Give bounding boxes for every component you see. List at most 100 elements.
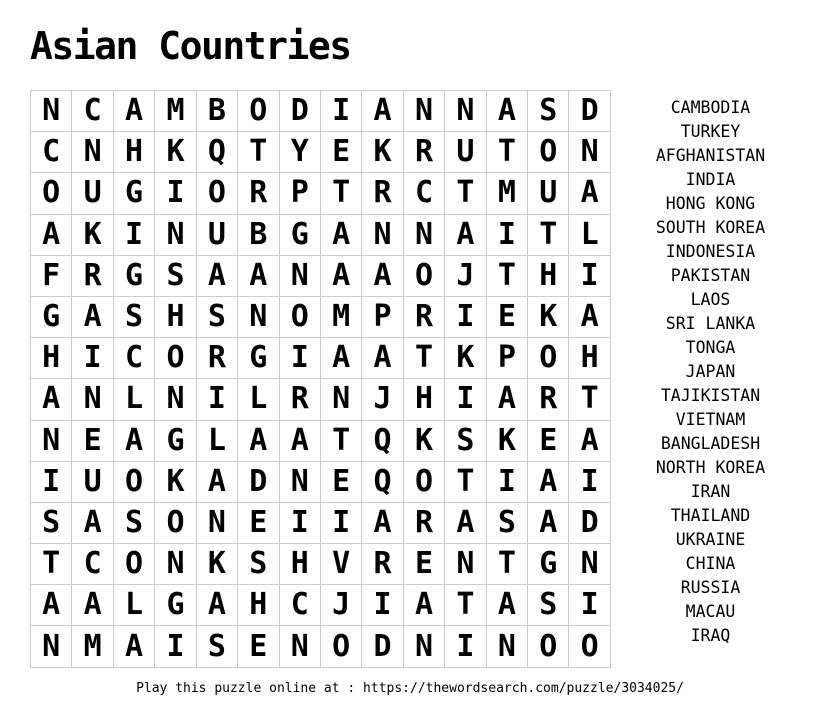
grid-cell[interactable]: R	[362, 544, 404, 586]
grid-cell[interactable]: N	[31, 420, 73, 462]
grid-cell[interactable]: S	[113, 296, 156, 339]
grid-cell[interactable]: C	[31, 132, 73, 174]
grid-cell[interactable]: A	[362, 255, 404, 297]
grid-cell[interactable]: H	[528, 255, 570, 297]
grid-cell[interactable]: D	[569, 91, 611, 133]
grid-cell[interactable]: A	[31, 214, 73, 256]
grid-cell[interactable]: E	[72, 420, 114, 462]
grid-cell[interactable]: T	[320, 173, 363, 215]
grid-cell[interactable]: J	[320, 585, 363, 627]
grid-cell[interactable]: S	[113, 502, 156, 545]
grid-cell[interactable]: P	[279, 173, 321, 215]
grid-cell[interactable]: N	[486, 626, 529, 668]
grid-cell[interactable]: N	[403, 91, 446, 133]
grid-cell[interactable]: P	[486, 338, 529, 380]
grid-cell[interactable]: I	[445, 379, 487, 421]
grid-cell[interactable]: T	[320, 420, 363, 462]
grid-cell[interactable]: I	[113, 214, 156, 256]
grid-cell[interactable]: T	[31, 544, 73, 586]
grid-cell[interactable]: S	[155, 255, 197, 297]
grid-cell[interactable]: G	[238, 338, 280, 380]
grid-cell[interactable]: E	[528, 420, 570, 462]
grid-cell[interactable]: N	[320, 379, 363, 421]
grid-cell[interactable]: V	[320, 544, 363, 586]
grid-cell[interactable]: M	[72, 626, 114, 668]
grid-cell[interactable]: I	[486, 214, 529, 256]
grid-cell[interactable]: A	[362, 338, 404, 380]
grid-cell[interactable]: E	[320, 461, 363, 503]
grid-cell[interactable]: T	[486, 132, 529, 174]
grid-cell[interactable]: I	[445, 626, 487, 668]
grid-cell[interactable]: A	[569, 420, 611, 462]
grid-cell[interactable]: N	[403, 626, 446, 668]
grid-cell[interactable]: T	[569, 379, 611, 421]
grid-cell[interactable]: R	[403, 502, 446, 545]
grid-cell[interactable]: C	[72, 91, 114, 133]
grid-cell[interactable]: Y	[279, 132, 321, 174]
grid-cell[interactable]: I	[279, 338, 321, 380]
grid-cell[interactable]: B	[238, 214, 280, 256]
grid-cell[interactable]: I	[320, 91, 363, 133]
grid-cell[interactable]: O	[569, 626, 611, 668]
grid-cell[interactable]: O	[238, 91, 280, 133]
grid-cell[interactable]: R	[362, 173, 404, 215]
grid-cell[interactable]: A	[403, 585, 446, 627]
grid-cell[interactable]: E	[238, 626, 280, 668]
grid-cell[interactable]: L	[113, 585, 156, 627]
grid-cell[interactable]: E	[320, 132, 363, 174]
grid-cell[interactable]: A	[238, 420, 280, 462]
grid-cell[interactable]: A	[196, 255, 239, 297]
grid-cell[interactable]: T	[486, 255, 529, 297]
grid-cell[interactable]: N	[569, 544, 611, 586]
grid-cell[interactable]: F	[31, 255, 73, 297]
grid-cell[interactable]: A	[486, 91, 529, 133]
grid-cell[interactable]: E	[238, 502, 280, 545]
grid-cell[interactable]: H	[403, 379, 446, 421]
grid-cell[interactable]: K	[528, 296, 570, 339]
grid-cell[interactable]: A	[72, 296, 114, 339]
grid-cell[interactable]: E	[403, 544, 446, 586]
grid-cell[interactable]: G	[279, 214, 321, 256]
grid-cell[interactable]: I	[155, 173, 197, 215]
grid-cell[interactable]: H	[31, 338, 73, 380]
grid-cell[interactable]: P	[362, 296, 404, 339]
grid-cell[interactable]: U	[445, 132, 487, 174]
grid-cell[interactable]: C	[72, 544, 114, 586]
grid-cell[interactable]: A	[31, 585, 73, 627]
grid-cell[interactable]: A	[362, 91, 404, 133]
grid-cell[interactable]: A	[486, 585, 529, 627]
grid-cell[interactable]: T	[445, 585, 487, 627]
grid-cell[interactable]: H	[279, 544, 321, 586]
grid-cell[interactable]: C	[403, 173, 446, 215]
grid-cell[interactable]: R	[403, 296, 446, 339]
grid-cell[interactable]: A	[362, 502, 404, 545]
grid-cell[interactable]: U	[528, 173, 570, 215]
grid-cell[interactable]: A	[196, 461, 239, 503]
grid-cell[interactable]: D	[279, 91, 321, 133]
grid-cell[interactable]: L	[196, 420, 239, 462]
grid-cell[interactable]: O	[403, 255, 446, 297]
grid-cell[interactable]: N	[31, 91, 73, 133]
grid-cell[interactable]: Q	[362, 461, 404, 503]
grid-cell[interactable]: A	[113, 91, 156, 133]
grid-cell[interactable]: A	[320, 214, 363, 256]
grid-cell[interactable]: A	[72, 585, 114, 627]
grid-cell[interactable]: O	[403, 461, 446, 503]
grid-cell[interactable]: I	[31, 461, 73, 503]
grid-cell[interactable]: K	[72, 214, 114, 256]
grid-cell[interactable]: G	[528, 544, 570, 586]
grid-cell[interactable]: K	[155, 461, 197, 503]
grid-cell[interactable]: I	[72, 338, 114, 380]
grid-cell[interactable]: A	[486, 379, 529, 421]
grid-cell[interactable]: N	[155, 544, 197, 586]
grid-cell[interactable]: T	[403, 338, 446, 380]
grid-cell[interactable]: G	[113, 173, 156, 215]
grid-cell[interactable]: N	[403, 214, 446, 256]
grid-cell[interactable]: G	[155, 585, 197, 627]
grid-cell[interactable]: A	[113, 420, 156, 462]
grid-cell[interactable]: M	[486, 173, 529, 215]
grid-cell[interactable]: I	[320, 502, 363, 545]
grid-cell[interactable]: A	[320, 255, 363, 297]
grid-cell[interactable]: K	[403, 420, 446, 462]
grid-cell[interactable]: A	[528, 502, 570, 545]
